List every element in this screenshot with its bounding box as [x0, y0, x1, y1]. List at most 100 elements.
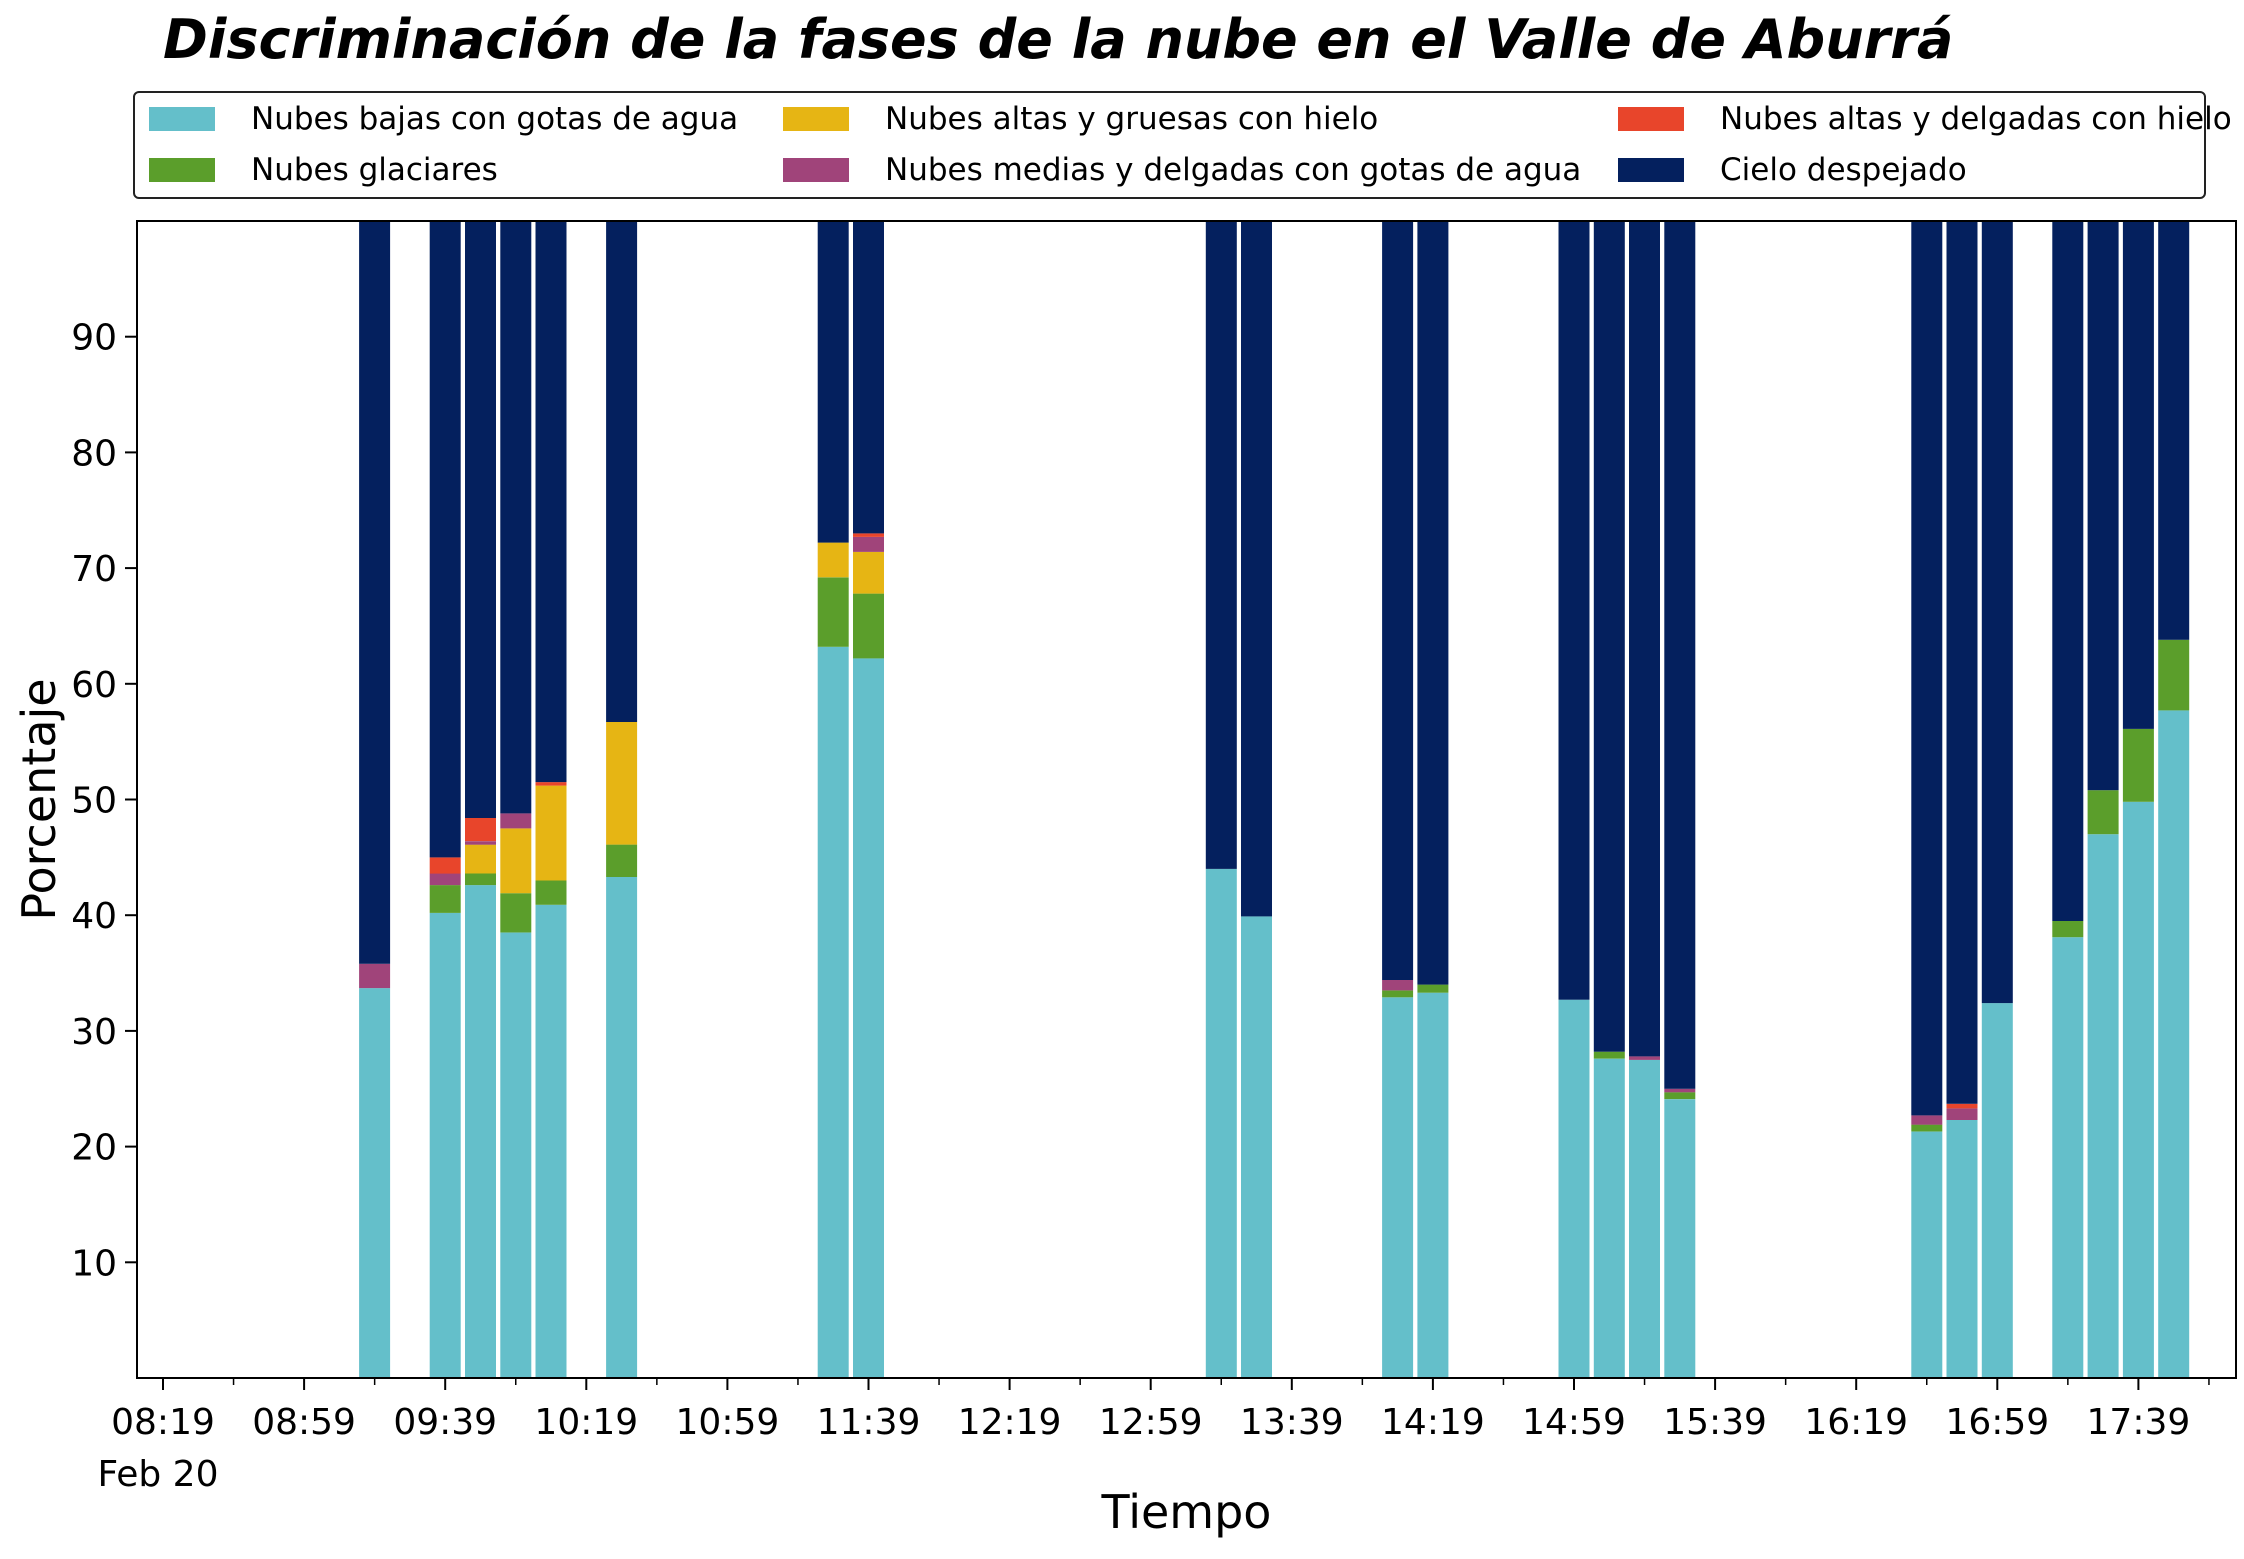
y-tick-label: 40	[71, 896, 117, 937]
bar-segment-5-2	[465, 221, 496, 818]
bar-segment-3-16	[1911, 1115, 1943, 1125]
bar-segment-3-1	[429, 873, 461, 886]
bar-segment-2-4	[535, 785, 567, 881]
bar-segment-0-9	[1241, 916, 1272, 1378]
bar-segment-0-6	[817, 646, 849, 1378]
x-tick-label: 16:59	[1945, 1402, 2049, 1443]
bar-segment-3-14	[1629, 1056, 1660, 1060]
chart-title: Discriminación de la fases de la nube en…	[163, 8, 1954, 71]
bar-segment-0-20	[2087, 834, 2119, 1378]
y-axis-label: Porcentaje	[12, 678, 66, 920]
x-tick-label: 12:59	[1099, 1402, 1203, 1443]
bar-segment-4-4	[535, 782, 567, 786]
bar-segment-0-4	[535, 904, 567, 1378]
legend-item-1: Nubes glaciares	[149, 152, 498, 188]
bar-segment-4-2	[465, 818, 496, 842]
x-tick-label: 12:19	[958, 1402, 1062, 1443]
x-tick-label: 09:39	[393, 1402, 497, 1443]
bar-segment-5-8	[1205, 221, 1237, 869]
bar-segment-0-2	[465, 885, 496, 1378]
bar-segment-0-17	[1946, 1120, 1978, 1378]
bar-segment-0-1	[429, 912, 461, 1378]
bar-segment-1-5	[606, 844, 638, 877]
bar-segment-1-22	[2158, 639, 2190, 711]
legend-label: Nubes bajas con gotas de agua	[251, 101, 739, 137]
y-tick-label: 70	[71, 549, 117, 590]
x-tick-label: 10:19	[534, 1402, 638, 1443]
bar-segment-5-1	[429, 221, 461, 858]
bar-segment-0-14	[1629, 1059, 1660, 1378]
bar-segment-5-4	[535, 221, 567, 783]
x-tick-label: 16:19	[1804, 1402, 1908, 1443]
bar-segment-5-5	[606, 221, 638, 722]
legend-swatch	[1618, 158, 1684, 182]
bar-segment-0-21	[2122, 801, 2154, 1378]
bar-segment-2-2	[465, 844, 496, 874]
bar-segment-1-21	[2122, 728, 2154, 802]
bar-segment-1-3	[500, 893, 532, 933]
legend-item-3: Nubes medias y delgadas con gotas de agu…	[783, 152, 1581, 188]
bar-segment-5-18	[1981, 221, 2013, 1004]
bar-segment-3-10	[1382, 980, 1414, 991]
bar-segment-5-13	[1593, 221, 1625, 1052]
bar-segment-5-11	[1417, 221, 1449, 985]
bar-segment-0-18	[1981, 1003, 2013, 1378]
legend-label: Nubes medias y delgadas con gotas de agu…	[885, 152, 1582, 188]
bar-segment-0-5	[606, 877, 638, 1378]
bar-segment-5-3	[500, 221, 532, 814]
bar-segment-5-17	[1946, 221, 1978, 1104]
x-axis: 08:19 08:59 09:39 10:19 10:59 11:39 12:19 12:59…	[111, 1378, 2210, 1443]
bar-segment-4-17	[1946, 1103, 1978, 1109]
legend-item-5: Cielo despejado	[1618, 152, 1967, 188]
bar-segment-5-15	[1664, 221, 1696, 1089]
y-tick-label: 30	[71, 1012, 117, 1053]
bar-segment-0-15	[1664, 1099, 1696, 1378]
legend: Nubes bajas con gotas de agua Nubes glaci…	[133, 91, 2232, 199]
bar-segment-1-1	[429, 885, 461, 913]
bar-segment-0-12	[1558, 999, 1590, 1378]
bar-segment-5-14	[1629, 221, 1660, 1057]
bar-segment-1-4	[535, 880, 567, 905]
bar-segment-3-15	[1664, 1088, 1696, 1093]
bar-segment-1-7	[853, 593, 884, 659]
bar-segment-3-7	[853, 536, 884, 552]
bar-segment-0-0	[359, 988, 391, 1378]
bar-segment-5-7	[853, 221, 884, 534]
y-tick-label: 90	[71, 318, 117, 359]
y-tick-label: 60	[71, 665, 117, 706]
bar-segment-1-11	[1417, 984, 1449, 993]
bar-segment-3-0	[359, 963, 391, 989]
bar-segment-1-13	[1593, 1051, 1625, 1059]
y-axis: 10 20 30 40 50 60 70 80 90	[71, 318, 137, 1284]
bar-segment-5-9	[1241, 221, 1272, 917]
x-tick-date-label: Feb 20	[98, 1454, 219, 1495]
bar-segment-1-16	[1911, 1124, 1943, 1132]
x-tick-label: 11:39	[817, 1402, 921, 1443]
bar-segment-3-2	[465, 841, 496, 845]
bar-segment-5-20	[2087, 221, 2119, 791]
bar-segment-5-19	[2052, 221, 2084, 921]
legend-swatch	[783, 107, 849, 131]
x-tick-label: 13:39	[1240, 1402, 1344, 1443]
legend-swatch	[149, 107, 215, 131]
legend-label: Nubes glaciares	[251, 152, 498, 188]
legend-item-4: Nubes altas y delgadas con hielo	[1618, 101, 2232, 137]
legend-item-0: Nubes bajas con gotas de agua	[149, 101, 738, 137]
y-tick-label: 50	[71, 781, 117, 822]
bar-segment-5-12	[1558, 221, 1590, 1000]
legend-swatch	[783, 158, 849, 182]
x-tick-label: 17:39	[2087, 1402, 2191, 1443]
y-tick-label: 10	[71, 1243, 117, 1284]
legend-swatch	[149, 158, 215, 182]
bar-segment-0-10	[1382, 997, 1414, 1378]
bar-segment-1-2	[465, 873, 496, 886]
bar-segment-2-5	[606, 722, 638, 845]
bar-segment-2-3	[500, 828, 532, 894]
y-tick-label: 80	[71, 433, 117, 474]
bar-segment-0-16	[1911, 1131, 1943, 1378]
bar-segment-3-3	[500, 813, 532, 829]
bar-segment-5-21	[2122, 221, 2154, 729]
bar-segment-0-19	[2052, 937, 2084, 1378]
x-tick-label: 08:19	[111, 1402, 215, 1443]
